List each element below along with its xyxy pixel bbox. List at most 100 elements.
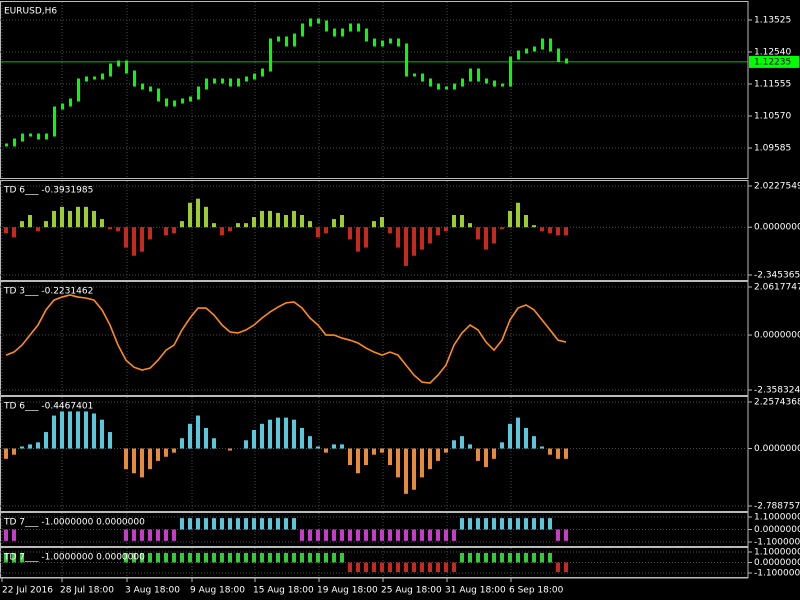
- histogram-bar: [380, 217, 384, 228]
- price-bar: [309, 18, 312, 27]
- price-bar: [557, 48, 560, 62]
- histogram-bar: [388, 562, 392, 573]
- price-bar: [477, 68, 480, 82]
- price-bar: [261, 68, 264, 77]
- histogram-bar: [28, 444, 32, 449]
- price-bar: [525, 48, 528, 54]
- histogram-bar: [228, 448, 232, 451]
- histogram-bar: [12, 227, 16, 238]
- histogram-bar: [164, 227, 168, 236]
- histogram-bar: [156, 448, 160, 461]
- histogram-bar: [444, 562, 448, 573]
- histogram-bar: [396, 562, 400, 573]
- histogram-bar: [212, 438, 216, 449]
- histogram-bar: [516, 552, 520, 563]
- price-bar: [37, 133, 40, 140]
- histogram-bar: [476, 448, 480, 461]
- pane-title: EURUSD,H6: [4, 7, 57, 17]
- price-bar: [245, 76, 248, 82]
- histogram-bar: [540, 518, 544, 530]
- histogram-bar: [428, 448, 432, 470]
- histogram-bar: [236, 552, 240, 563]
- histogram-bar: [364, 562, 368, 573]
- price-bar: [181, 98, 184, 104]
- histogram-bar: [156, 529, 160, 541]
- histogram-bar: [452, 529, 456, 541]
- histogram-bar: [556, 529, 560, 541]
- histogram-bar: [372, 529, 376, 541]
- histogram-bar: [244, 440, 248, 449]
- histogram-bar: [516, 202, 520, 228]
- histogram-bar: [44, 432, 48, 449]
- histogram-bar: [356, 562, 360, 573]
- y-tick-label: -2.3453654: [754, 271, 800, 281]
- histogram-bar: [420, 227, 424, 250]
- y-tick-label: 1.1000000: [754, 548, 800, 558]
- pane-border: [0, 180, 749, 281]
- histogram-bar: [324, 227, 328, 234]
- histogram-bar: [132, 227, 136, 256]
- histogram-bar: [444, 227, 448, 232]
- histogram-bar: [172, 227, 176, 234]
- histogram-bar: [484, 552, 488, 563]
- histogram-bar: [404, 529, 408, 541]
- price-bar: [93, 76, 96, 80]
- price-bar: [77, 78, 80, 102]
- histogram-bar: [452, 214, 456, 228]
- histogram-bar: [196, 518, 200, 530]
- histogram-bar: [388, 529, 392, 541]
- histogram-bar: [212, 223, 216, 228]
- histogram-bar: [180, 518, 184, 530]
- price-bar: [405, 43, 408, 77]
- histogram-bar: [500, 552, 504, 563]
- histogram-bar: [332, 552, 336, 563]
- histogram-bar: [220, 518, 224, 530]
- histogram-bar: [140, 552, 144, 563]
- x-tick-label: 15 Aug 18:00: [253, 586, 314, 596]
- price-bar: [13, 138, 16, 147]
- histogram-bar: [172, 448, 176, 453]
- histogram-bar: [420, 529, 424, 541]
- histogram-bar: [172, 552, 176, 563]
- histogram-bar: [44, 221, 48, 228]
- histogram-bar: [164, 529, 168, 541]
- histogram-bar: [308, 436, 312, 449]
- histogram-bar: [396, 529, 400, 541]
- histogram-bar: [348, 448, 352, 466]
- histogram-bar: [188, 518, 192, 530]
- histogram-bar: [292, 210, 296, 228]
- price-bar: [389, 38, 392, 44]
- histogram-bar: [252, 217, 256, 228]
- histogram-bar: [492, 518, 496, 530]
- x-tick-label: 31 Aug 18:00: [445, 586, 506, 596]
- histogram-bar: [316, 552, 320, 563]
- price-bar: [373, 38, 376, 47]
- histogram-bar: [324, 529, 328, 541]
- price-bar: [509, 56, 512, 87]
- histogram-bar: [204, 518, 208, 530]
- histogram-bar: [292, 518, 296, 530]
- histogram-bar: [500, 518, 504, 530]
- histogram-bar: [76, 206, 80, 228]
- histogram-bar: [476, 552, 480, 563]
- pane-border: [0, 396, 749, 512]
- price-bar: [333, 28, 336, 37]
- histogram-bar: [4, 552, 8, 563]
- pane-title: TD 7___ -1.0000000 0.0000000: [3, 553, 145, 563]
- histogram-bar: [340, 529, 344, 541]
- histogram-bar: [476, 518, 480, 530]
- price-bar: [117, 60, 120, 67]
- histogram-bar: [108, 432, 112, 449]
- histogram-bar: [140, 227, 144, 252]
- histogram-bar: [508, 518, 512, 530]
- histogram-bar: [252, 552, 256, 563]
- histogram-bar: [404, 562, 408, 573]
- histogram-bar: [100, 419, 104, 449]
- histogram-bar: [124, 552, 128, 563]
- price-bar: [141, 83, 144, 90]
- indicator-line: [5, 294, 567, 384]
- histogram-bar: [4, 448, 8, 459]
- histogram-bar: [476, 227, 480, 240]
- histogram-bar: [412, 562, 416, 573]
- histogram-bar: [532, 436, 536, 449]
